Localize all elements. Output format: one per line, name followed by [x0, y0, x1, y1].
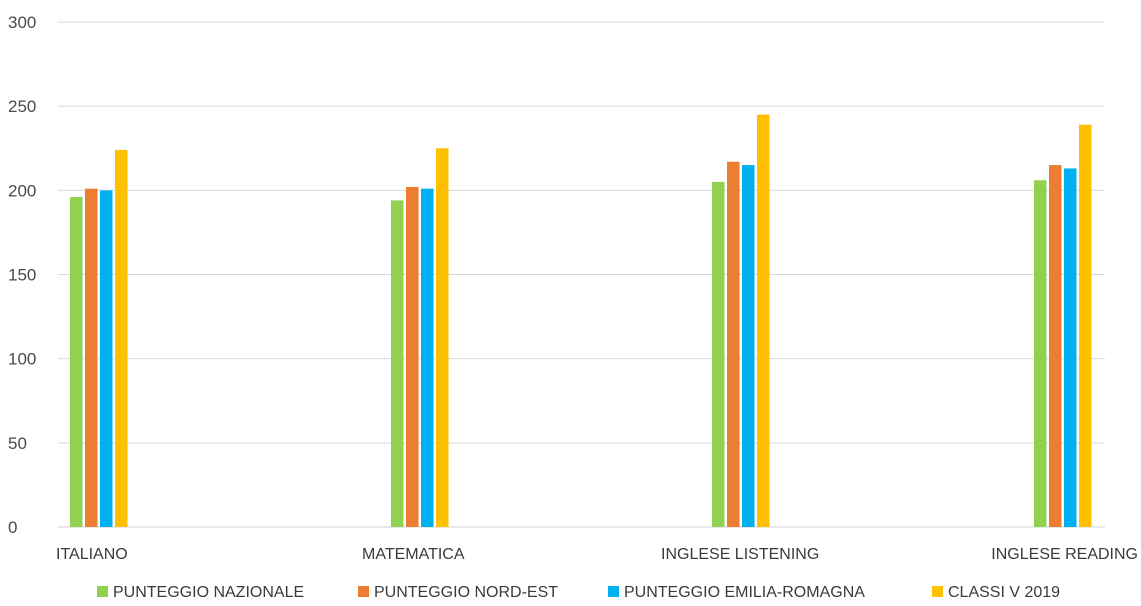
legend-swatch: [97, 586, 108, 597]
bar-italiano-series-2: [100, 190, 113, 528]
legend-item: PUNTEGGIO NORD-EST: [358, 584, 558, 601]
legend-label: PUNTEGGIO NAZIONALE: [113, 584, 304, 601]
bar-inglese-listening-series-3: [757, 114, 770, 527]
bars: [70, 114, 1092, 528]
legend-item: CLASSI V 2019: [932, 584, 1060, 601]
legend-item: PUNTEGGIO EMILIA-ROMAGNA: [608, 584, 865, 601]
y-tick-label: 50: [8, 434, 27, 453]
bar-matematica-series-3: [436, 148, 449, 527]
y-tick-label: 250: [8, 97, 36, 116]
bar-inglese-reading-series-1: [1049, 165, 1062, 528]
legend: PUNTEGGIO NAZIONALE PUNTEGGIO NORD-EST PUN…: [97, 584, 1060, 601]
bar-italiano-series-0: [70, 197, 83, 528]
bar-matematica-series-0: [391, 200, 404, 527]
legend-swatch: [932, 586, 943, 597]
gridlines: [58, 21, 1105, 528]
x-category-label: MATEMATICA: [362, 546, 465, 563]
bar-inglese-reading-series-2: [1064, 168, 1077, 527]
x-category-label: ITALIANO: [56, 546, 128, 563]
x-category-label: INGLESE LISTENING: [661, 546, 819, 563]
bar-matematica-series-2: [421, 188, 434, 527]
bar-inglese-listening-series-0: [712, 181, 725, 527]
y-tick-label: 100: [8, 350, 36, 369]
legend-swatch: [358, 586, 369, 597]
bar-italiano-series-3: [115, 149, 128, 527]
legend-item: PUNTEGGIO NAZIONALE: [97, 584, 304, 601]
y-tick-label: 0: [8, 518, 17, 537]
y-tick-label: 300: [8, 13, 36, 32]
x-category-label: INGLESE READING: [991, 546, 1138, 563]
legend-label: PUNTEGGIO EMILIA-ROMAGNA: [624, 584, 865, 601]
bar-inglese-reading-series-0: [1034, 180, 1047, 527]
x-axis-category-labels: ITALIANO MATEMATICA INGLESE LISTENING INGLE…: [56, 546, 1138, 563]
legend-label: PUNTEGGIO NORD-EST: [374, 584, 558, 601]
y-tick-label: 150: [8, 266, 36, 285]
y-tick-label: 200: [8, 181, 36, 200]
y-axis-tick-labels: 0 50 100 150 200 250 300: [8, 13, 36, 537]
bar-inglese-listening-series-2: [742, 165, 755, 528]
bar-italiano-series-1: [85, 188, 98, 527]
bar-inglese-reading-series-3: [1079, 124, 1092, 527]
bar-inglese-listening-series-1: [727, 161, 740, 527]
legend-label: CLASSI V 2019: [948, 584, 1060, 601]
bar-matematica-series-1: [406, 186, 419, 527]
legend-swatch: [608, 586, 619, 597]
